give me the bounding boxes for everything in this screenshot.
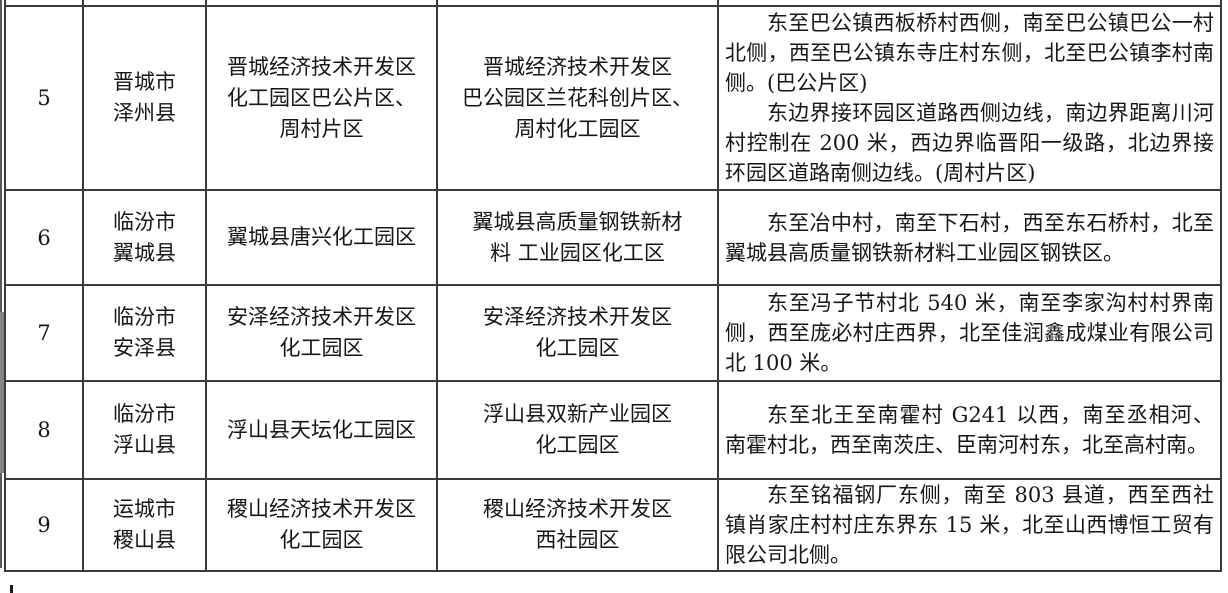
park-current-cell: 安泽经济技术开发区 化工园区 xyxy=(205,284,438,382)
park-adjusted-cell: 翼城县高质量钢铁新材 料 工业园区化工区 xyxy=(436,189,719,286)
table-row-partial xyxy=(4,0,1222,7)
boundary-paragraph: 东至北王至南霍村 G241 以西，南至丞相河、南霍村北，西至南茨庄、臣南河村东，… xyxy=(725,403,1214,457)
table-row: 9 运城市 稷山县 稷山经济技术开发区 化工园区 稷山经济技术开发区 西社园区 … xyxy=(4,478,1222,572)
boundary-cell: 东至巴公镇西板桥村西侧，南至巴公镇巴公一村北侧，西至巴公镇东寺庄村东侧，北至巴公… xyxy=(717,5,1222,191)
city-county-cell: 临汾市 安泽县 xyxy=(82,284,207,382)
row-number-cell: 8 xyxy=(4,380,84,480)
park-current-cell: 浮山县天坛化工园区 xyxy=(205,380,438,480)
boundary-paragraph: 东至冯子节村北 540 米，南至李家沟村村界南侧，西至庞必村庄西界，北至佳润鑫成… xyxy=(725,291,1214,375)
boundary-paragraph: 东至巴公镇西板桥村西侧，南至巴公镇巴公一村北侧，西至巴公镇东寺庄村东侧，北至巴公… xyxy=(725,11,1214,95)
park-current-cell: 稷山经济技术开发区 化工园区 xyxy=(205,478,438,572)
boundary-paragraph: 东至冶中村，南至下石村，西至东石桥村，北至翼城县高质量钢铁新材料工业园区钢铁区。 xyxy=(725,210,1214,265)
park-current-cell: 晋城经济技术开发区 化工园区巴公片区、 周村片区 xyxy=(205,5,438,191)
row-number-cell: 7 xyxy=(4,284,84,382)
city-county-cell: 临汾市 浮山县 xyxy=(82,380,207,480)
empty-cell xyxy=(82,0,207,7)
park-adjusted-cell: 晋城经济技术开发区 巴公园区兰花科创片区、 周村化工园区 xyxy=(436,5,719,191)
footnote-tick-mark xyxy=(10,585,13,593)
city-county-cell: 临汾市 翼城县 xyxy=(82,189,207,286)
boundary-cell: 东至北王至南霍村 G241 以西，南至丞相河、南霍村北，西至南茨庄、臣南河村东，… xyxy=(717,380,1222,480)
empty-cell xyxy=(436,0,719,7)
empty-cell xyxy=(4,0,84,7)
empty-cell xyxy=(717,0,1222,7)
boundary-cell: 东至铭福钢厂东侧，南至 803 县道，西至西社镇肖家庄村村庄东界东 15 米，北… xyxy=(717,478,1222,572)
empty-cell xyxy=(205,0,438,7)
window-left-edge-line xyxy=(0,0,2,568)
boundary-paragraph: 东边界接环园区道路西侧边线，南边界距离川河村控制在 200 米，西边界临晋阳一级… xyxy=(725,101,1214,185)
table-row: 8 临汾市 浮山县 浮山县天坛化工园区 浮山县双新产业园区 化工园区 东至北王至… xyxy=(4,380,1222,480)
left-edge-scrollbar-fragment xyxy=(0,312,5,473)
row-number-cell: 6 xyxy=(4,189,84,286)
boundary-paragraph: 东至铭福钢厂东侧，南至 803 县道，西至西社镇肖家庄村村庄东界东 15 米，北… xyxy=(725,483,1214,567)
table-row: 5 晋城市 泽州县 晋城经济技术开发区 化工园区巴公片区、 周村片区 晋城经济技… xyxy=(4,5,1222,191)
table-row: 7 临汾市 安泽县 安泽经济技术开发区 化工园区 安泽经济技术开发区 化工园区 … xyxy=(4,284,1222,382)
industrial-park-table: 5 晋城市 泽州县 晋城经济技术开发区 化工园区巴公片区、 周村片区 晋城经济技… xyxy=(4,0,1222,572)
row-number-cell: 5 xyxy=(4,5,84,191)
boundary-cell: 东至冶中村，南至下石村，西至东石桥村，北至翼城县高质量钢铁新材料工业园区钢铁区。 xyxy=(717,189,1222,286)
row-number-cell: 9 xyxy=(4,478,84,572)
city-county-cell: 运城市 稷山县 xyxy=(82,478,207,572)
park-adjusted-cell: 浮山县双新产业园区 化工园区 xyxy=(436,380,719,480)
boundary-cell: 东至冯子节村北 540 米，南至李家沟村村界南侧，西至庞必村庄西界，北至佳润鑫成… xyxy=(717,284,1222,382)
park-current-cell: 翼城县唐兴化工园区 xyxy=(205,189,438,286)
table-row: 6 临汾市 翼城县 翼城县唐兴化工园区 翼城县高质量钢铁新材 料 工业园区化工区… xyxy=(4,189,1222,286)
park-adjusted-cell: 安泽经济技术开发区 化工园区 xyxy=(436,284,719,382)
park-adjusted-cell: 稷山经济技术开发区 西社园区 xyxy=(436,478,719,572)
city-county-cell: 晋城市 泽州县 xyxy=(82,5,207,191)
